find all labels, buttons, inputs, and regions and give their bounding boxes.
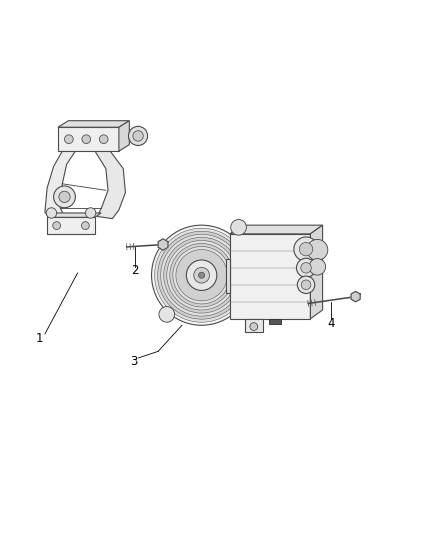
Circle shape [133, 131, 143, 141]
Circle shape [176, 249, 227, 301]
Circle shape [64, 135, 73, 143]
Circle shape [85, 208, 96, 218]
Polygon shape [119, 120, 129, 151]
Polygon shape [47, 213, 101, 217]
Text: 2: 2 [131, 264, 138, 277]
Text: 1: 1 [36, 332, 43, 345]
Circle shape [46, 208, 57, 218]
Circle shape [309, 259, 325, 275]
Circle shape [161, 235, 243, 316]
Circle shape [128, 126, 148, 146]
Circle shape [231, 220, 247, 235]
Polygon shape [269, 319, 281, 324]
Circle shape [164, 237, 240, 313]
Polygon shape [311, 225, 322, 319]
Polygon shape [230, 234, 311, 319]
Circle shape [297, 276, 315, 294]
Polygon shape [158, 239, 168, 250]
Circle shape [173, 246, 230, 304]
Circle shape [152, 225, 252, 325]
Circle shape [59, 191, 70, 203]
Polygon shape [230, 225, 322, 234]
Circle shape [301, 280, 311, 289]
Circle shape [155, 228, 249, 322]
Circle shape [170, 244, 233, 307]
Text: 3: 3 [131, 355, 138, 368]
Polygon shape [58, 127, 119, 151]
Polygon shape [45, 151, 75, 232]
Circle shape [198, 272, 205, 278]
Circle shape [294, 237, 318, 261]
Circle shape [53, 222, 60, 230]
Circle shape [250, 322, 258, 330]
Circle shape [194, 268, 209, 283]
Circle shape [158, 231, 246, 319]
Circle shape [167, 240, 237, 310]
Circle shape [53, 186, 75, 208]
Text: 4: 4 [328, 317, 335, 329]
Circle shape [159, 306, 175, 322]
Circle shape [82, 135, 91, 143]
Circle shape [297, 258, 316, 277]
Circle shape [99, 135, 108, 143]
Circle shape [307, 239, 328, 260]
Polygon shape [47, 217, 95, 234]
Polygon shape [245, 319, 262, 332]
Circle shape [186, 260, 217, 290]
Circle shape [299, 243, 313, 256]
Circle shape [81, 222, 89, 230]
Circle shape [301, 263, 311, 273]
Polygon shape [226, 260, 230, 293]
Polygon shape [351, 292, 360, 302]
Polygon shape [95, 151, 125, 219]
Polygon shape [58, 120, 129, 127]
